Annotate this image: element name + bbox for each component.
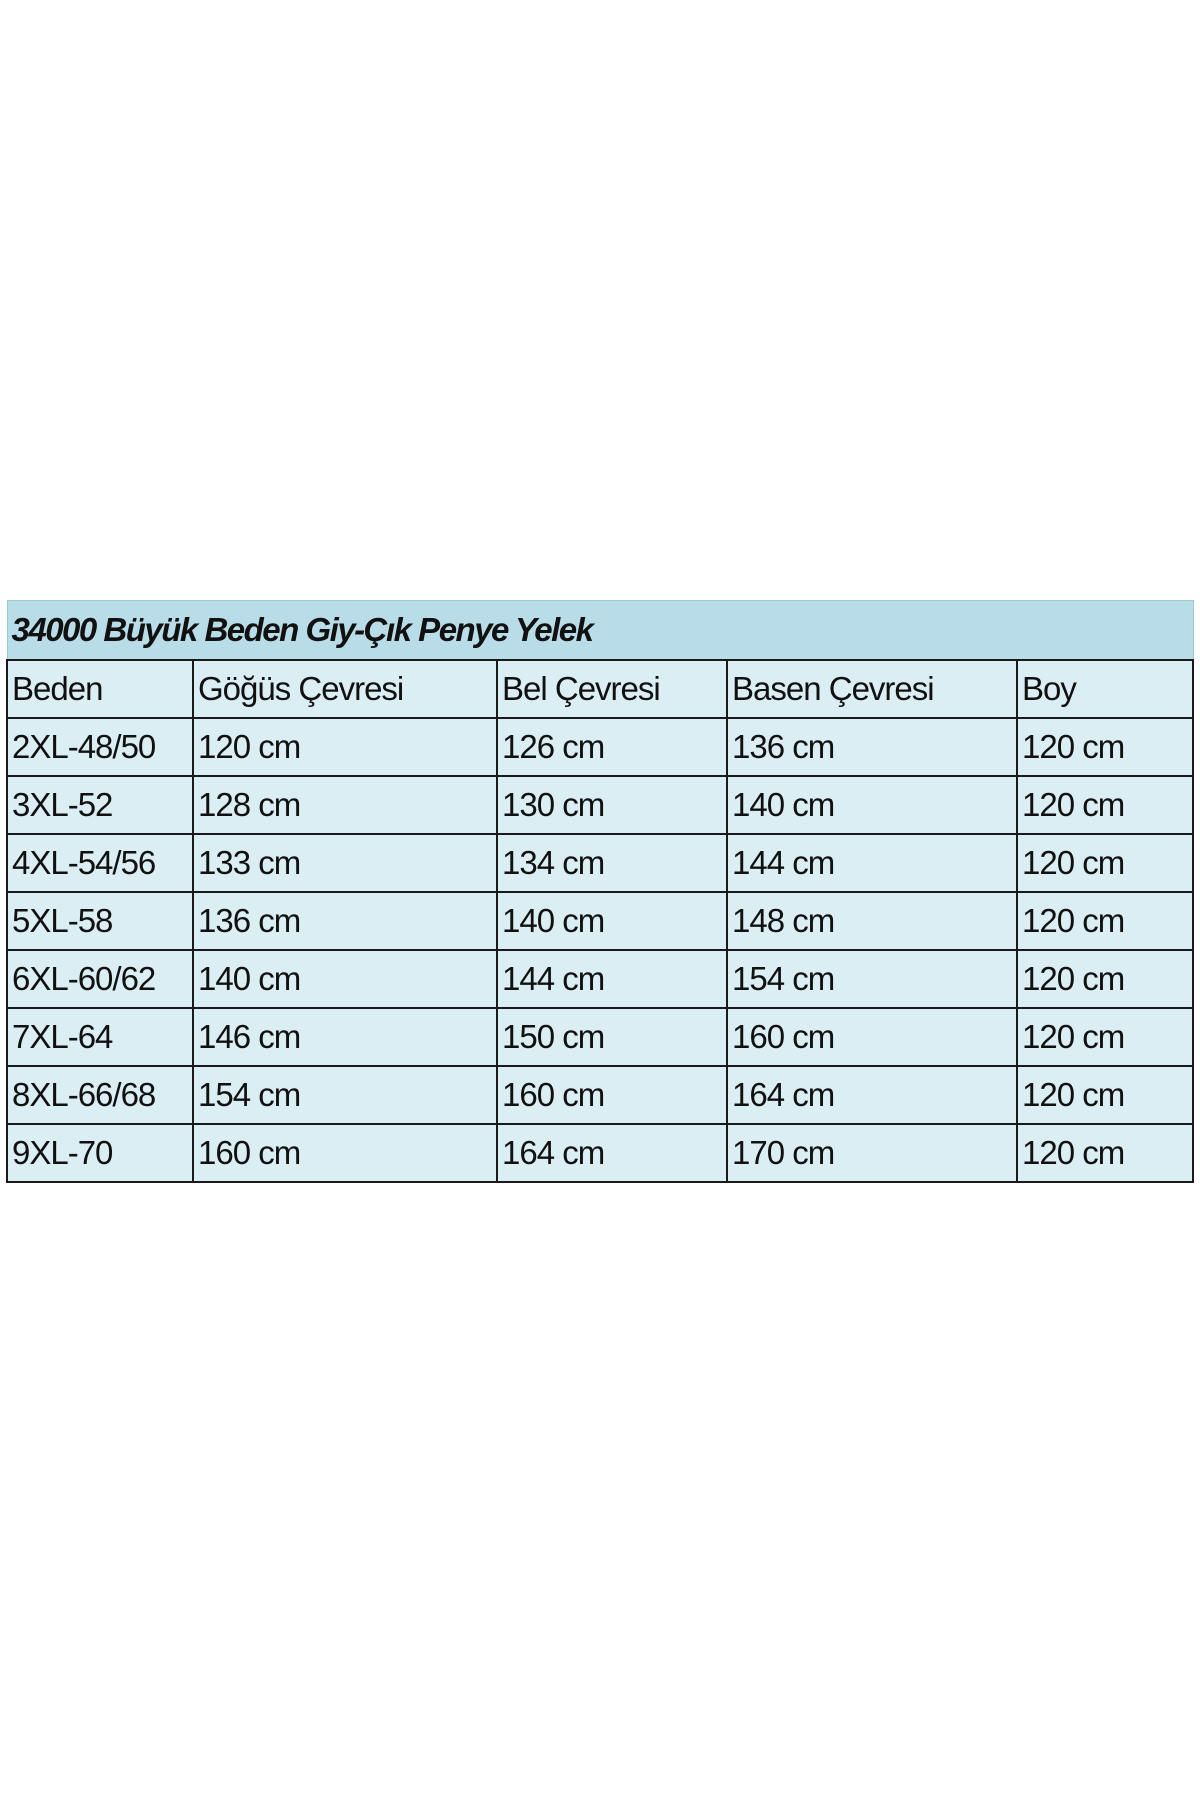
table-cell: 8XL-66/68 xyxy=(6,1065,194,1125)
table-row: 5XL-58 136 cm 140 cm 148 cm 120 cm xyxy=(6,891,1195,951)
table-cell: 150 cm xyxy=(496,1007,728,1067)
table-row: 8XL-66/68 154 cm 160 cm 164 cm 120 cm xyxy=(6,1065,1195,1125)
table-cell: 164 cm xyxy=(726,1065,1018,1125)
table-cell: 120 cm xyxy=(1015,775,1195,835)
header-row: Beden Göğüs Çevresi Bel Çevresi Basen Çe… xyxy=(6,659,1195,719)
table-title: 34000 Büyük Beden Giy-Çık Penye Yelek xyxy=(6,600,1194,661)
table-cell: 9XL-70 xyxy=(6,1123,194,1183)
table-cell: 120 cm xyxy=(1015,891,1195,951)
table-cell: 120 cm xyxy=(1015,1007,1195,1067)
table-cell: 120 cm xyxy=(1015,833,1195,893)
table-cell: 144 cm xyxy=(496,949,728,1009)
table-row: 4XL-54/56 133 cm 134 cm 144 cm 120 cm xyxy=(6,833,1195,893)
table-row: 9XL-70 160 cm 164 cm 170 cm 120 cm xyxy=(6,1123,1195,1183)
title-row: 34000 Büyük Beden Giy-Çık Penye Yelek xyxy=(6,600,1194,661)
header-cell: Bel Çevresi xyxy=(496,659,728,719)
table-cell: 164 cm xyxy=(496,1123,728,1183)
table-cell: 120 cm xyxy=(1015,1123,1195,1183)
table-cell: 133 cm xyxy=(192,833,498,893)
header-cell: Göğüs Çevresi xyxy=(192,659,498,719)
table-cell: 140 cm xyxy=(496,891,728,951)
table-cell: 4XL-54/56 xyxy=(6,833,194,893)
table-cell: 160 cm xyxy=(726,1007,1018,1067)
table-cell: 2XL-48/50 xyxy=(6,717,194,777)
table-cell: 130 cm xyxy=(496,775,728,835)
table-cell: 7XL-64 xyxy=(6,1007,194,1067)
table-row: 2XL-48/50 120 cm 126 cm 136 cm 120 cm xyxy=(6,717,1195,777)
table-cell: 120 cm xyxy=(192,717,498,777)
header-cell: Basen Çevresi xyxy=(726,659,1018,719)
table-cell: 160 cm xyxy=(192,1123,498,1183)
table-cell: 154 cm xyxy=(726,949,1018,1009)
table-cell: 140 cm xyxy=(192,949,498,1009)
table-cell: 120 cm xyxy=(1015,717,1195,777)
table-cell: 128 cm xyxy=(192,775,498,835)
table-cell: 136 cm xyxy=(192,891,498,951)
table-cell: 148 cm xyxy=(726,891,1018,951)
size-chart-table: 34000 Büyük Beden Giy-Çık Penye Yelek Be… xyxy=(6,600,1195,1183)
table-cell: 170 cm xyxy=(726,1123,1018,1183)
table-cell: 154 cm xyxy=(192,1065,498,1125)
table-cell: 6XL-60/62 xyxy=(6,949,194,1009)
table-cell: 136 cm xyxy=(726,717,1018,777)
table-row: 6XL-60/62 140 cm 144 cm 154 cm 120 cm xyxy=(6,949,1195,1009)
table-row: 7XL-64 146 cm 150 cm 160 cm 120 cm xyxy=(6,1007,1195,1067)
header-cell: Beden xyxy=(6,659,194,719)
table-cell: 5XL-58 xyxy=(6,891,194,951)
table-cell: 140 cm xyxy=(726,775,1018,835)
table-cell: 146 cm xyxy=(192,1007,498,1067)
table-cell: 134 cm xyxy=(496,833,728,893)
table-cell: 126 cm xyxy=(496,717,728,777)
table-cell: 120 cm xyxy=(1015,1065,1195,1125)
header-cell: Boy xyxy=(1015,659,1195,719)
table-cell: 120 cm xyxy=(1015,949,1195,1009)
table-cell: 160 cm xyxy=(496,1065,728,1125)
table-cell: 3XL-52 xyxy=(6,775,194,835)
table-cell: 144 cm xyxy=(726,833,1018,893)
table-row: 3XL-52 128 cm 130 cm 140 cm 120 cm xyxy=(6,775,1195,835)
